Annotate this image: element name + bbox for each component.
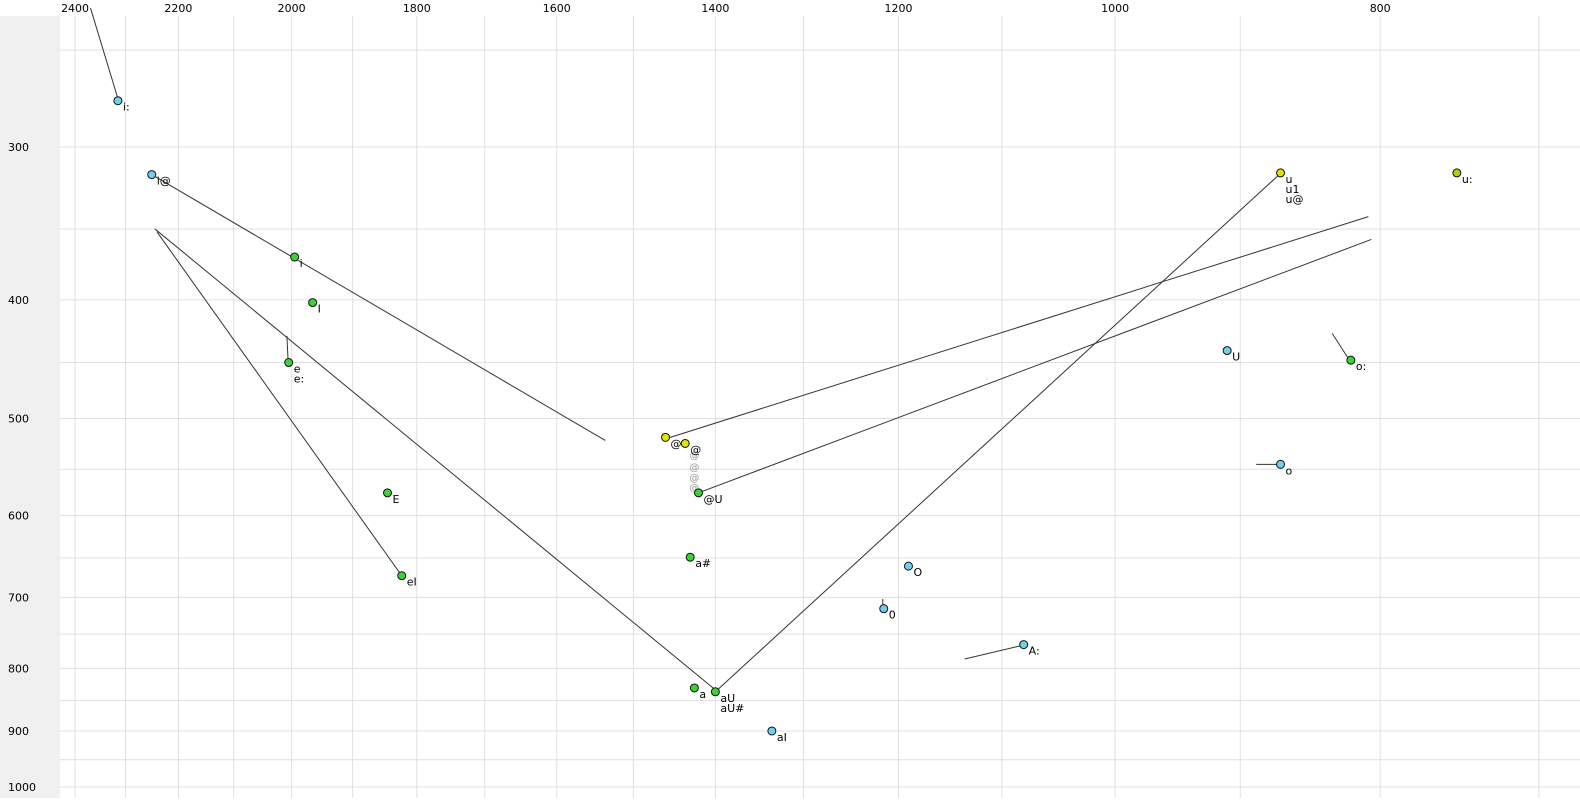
x-axis-tick-label: 2400 xyxy=(61,2,89,15)
y-axis-tick-label: 600 xyxy=(8,509,29,522)
data-point[interactable] xyxy=(113,96,123,106)
y-axis-tick-label: 1000 xyxy=(8,781,36,794)
x-axis-tick-label: 1200 xyxy=(885,2,913,15)
data-point[interactable] xyxy=(284,358,294,368)
data-point[interactable] xyxy=(147,170,157,180)
point-label: e: xyxy=(294,373,304,386)
point-label: a xyxy=(699,688,706,701)
point-label: aU xyxy=(720,692,735,705)
data-point[interactable] xyxy=(382,488,392,498)
point-label: u1 xyxy=(1286,183,1300,196)
point-label: a# xyxy=(695,557,711,570)
point-label: eI xyxy=(407,576,417,589)
data-point[interactable] xyxy=(397,571,407,581)
ghost-at-symbol: @ xyxy=(689,450,699,461)
data-point[interactable] xyxy=(1019,640,1029,650)
trajectory-line xyxy=(698,238,1372,494)
x-axis-tick-label: 800 xyxy=(1370,2,1391,15)
point-label: A: xyxy=(1029,645,1040,658)
point-label: aU# xyxy=(720,702,744,715)
x-axis-tick-label: 1600 xyxy=(543,2,571,15)
trajectory-line xyxy=(964,644,1023,660)
data-point[interactable] xyxy=(879,604,889,614)
y-axis-tick-label: 500 xyxy=(8,413,29,426)
y-axis-margin-strip xyxy=(0,16,60,798)
point-label: e xyxy=(294,363,301,376)
x-axis-tick-label: 1400 xyxy=(701,2,729,15)
x-axis-tick-label: 2200 xyxy=(164,2,192,15)
point-label: u@ xyxy=(1286,193,1304,206)
data-point[interactable] xyxy=(710,687,720,697)
data-point[interactable] xyxy=(1452,168,1462,178)
trajectory-line xyxy=(154,228,716,691)
trajectory-line xyxy=(1331,333,1350,361)
point-label: @U xyxy=(704,493,723,506)
data-point[interactable] xyxy=(1276,168,1286,178)
data-point[interactable] xyxy=(685,552,695,562)
trajectory-line xyxy=(663,216,1369,440)
x-axis-tick-label: 1000 xyxy=(1101,2,1129,15)
trajectory-lines xyxy=(90,7,1372,693)
trajectory-line xyxy=(715,174,1280,693)
point-label: E xyxy=(392,493,399,506)
point-label: o: xyxy=(1356,360,1366,373)
ghost-at-symbol: @ xyxy=(689,483,699,494)
y-axis-tick-label: 700 xyxy=(8,591,29,604)
data-point[interactable] xyxy=(689,683,699,693)
ghost-at-symbol: @ xyxy=(689,462,699,473)
x-axis-tick-label: 1800 xyxy=(403,2,431,15)
y-axis-tick-label: 300 xyxy=(8,141,29,154)
point-label: u: xyxy=(1462,173,1473,186)
y-axis-tick-label: 400 xyxy=(8,294,29,307)
trajectory-line xyxy=(151,174,606,441)
point-label: u xyxy=(1286,173,1293,186)
data-point[interactable] xyxy=(1346,355,1356,365)
data-point[interactable] xyxy=(903,561,913,571)
data-point[interactable] xyxy=(661,432,671,442)
data-point[interactable] xyxy=(1276,459,1286,469)
data-point[interactable] xyxy=(694,488,704,498)
data-point[interactable] xyxy=(290,252,300,262)
point-label: i xyxy=(300,257,303,270)
point-label: i@ xyxy=(157,175,171,188)
point-label: o xyxy=(1286,464,1293,477)
y-axis-tick-label: 800 xyxy=(8,662,29,675)
data-point[interactable] xyxy=(308,298,318,308)
trajectory-line xyxy=(156,231,403,576)
point-label: U xyxy=(1232,351,1240,364)
point-label: i: xyxy=(123,101,130,114)
data-point[interactable] xyxy=(680,438,690,448)
y-axis-tick-label: 900 xyxy=(8,725,29,738)
grid xyxy=(60,16,1580,798)
trajectory-line xyxy=(286,335,289,362)
point-label: I xyxy=(318,303,321,316)
trajectory-line xyxy=(90,7,118,98)
point-label: @ xyxy=(671,437,682,450)
data-point[interactable] xyxy=(1222,346,1232,356)
x-axis-tick-label: 2000 xyxy=(278,2,306,15)
point-label: O xyxy=(913,566,922,579)
point-label: aI xyxy=(777,731,787,744)
point-label: @ xyxy=(690,443,701,456)
data-point[interactable] xyxy=(767,726,777,736)
point-label: 0 xyxy=(889,609,896,622)
ghost-at-symbol: @ xyxy=(689,473,699,484)
